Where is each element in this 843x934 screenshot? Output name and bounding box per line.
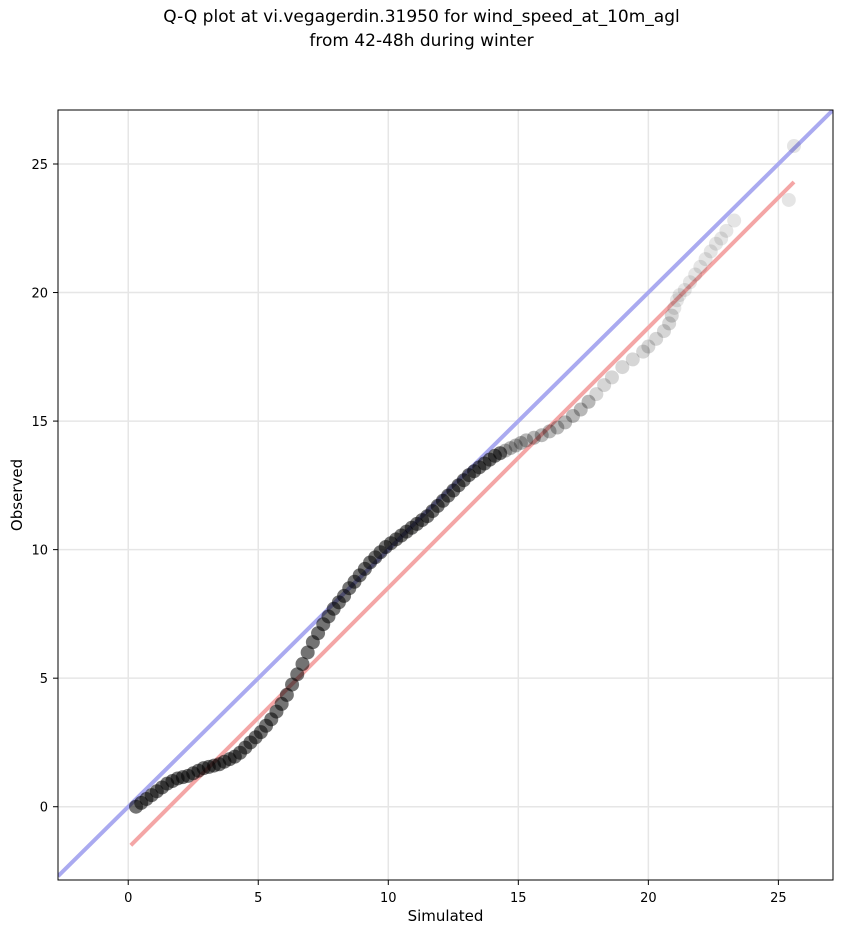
y-tick-label: 5 bbox=[40, 672, 48, 687]
data-point bbox=[636, 344, 651, 359]
y-tick-label: 10 bbox=[31, 544, 48, 559]
data-point bbox=[534, 428, 549, 443]
grid-lines bbox=[58, 110, 833, 880]
data-point bbox=[781, 192, 796, 207]
data-point bbox=[498, 443, 513, 458]
data-point bbox=[604, 370, 619, 385]
data-point bbox=[513, 435, 528, 450]
data-point bbox=[589, 387, 604, 402]
data-point bbox=[682, 275, 697, 290]
data-point bbox=[542, 424, 557, 439]
data-point bbox=[581, 394, 596, 409]
data-point bbox=[493, 446, 508, 461]
data-point bbox=[641, 339, 656, 354]
data-point bbox=[698, 252, 713, 267]
data-point bbox=[519, 433, 534, 448]
fit-line bbox=[129, 180, 796, 847]
data-point bbox=[786, 138, 801, 153]
data-point bbox=[508, 438, 523, 453]
data-point bbox=[693, 259, 708, 274]
y-axis-label: Observed bbox=[8, 459, 26, 531]
data-point bbox=[669, 293, 684, 308]
data-point bbox=[656, 324, 671, 339]
data-point bbox=[719, 223, 734, 238]
data-point bbox=[526, 430, 541, 445]
x-tick-label: 20 bbox=[640, 891, 657, 906]
y-tick-label: 0 bbox=[40, 801, 48, 816]
x-tick-label: 5 bbox=[254, 891, 262, 906]
data-point bbox=[688, 267, 703, 282]
data-point bbox=[677, 282, 692, 297]
data-point bbox=[664, 308, 679, 323]
x-tick-label: 15 bbox=[510, 891, 527, 906]
x-axis-label: Simulated bbox=[408, 907, 484, 925]
data-point bbox=[625, 352, 640, 367]
chart-title-line-2: from 42-48h during winter bbox=[309, 31, 534, 51]
data-point bbox=[615, 360, 630, 375]
plot-frame bbox=[57, 109, 834, 881]
chart-title-line-1: Q-Q plot at vi.vegagerdin.31950 for wind… bbox=[163, 7, 680, 27]
x-tick-label: 25 bbox=[770, 891, 787, 906]
data-point bbox=[672, 288, 687, 303]
x-tick-label: 10 bbox=[380, 891, 397, 906]
data-point bbox=[703, 244, 718, 259]
data-point bbox=[558, 415, 573, 430]
data-point bbox=[667, 300, 682, 315]
data-point bbox=[708, 236, 723, 251]
x-tick-label: 0 bbox=[124, 891, 132, 906]
data-point bbox=[565, 408, 580, 423]
data-point bbox=[662, 316, 677, 331]
y-tick-label: 20 bbox=[31, 287, 48, 302]
y-tick-label: 25 bbox=[31, 158, 48, 173]
data-point bbox=[597, 378, 612, 393]
data-point bbox=[550, 420, 565, 435]
data-point bbox=[295, 657, 310, 672]
data-point bbox=[714, 231, 729, 246]
y-tick-label: 15 bbox=[31, 415, 48, 430]
axis-ticks: 0 5 10 15 20 25 0 5 10 15 20 25 bbox=[31, 158, 786, 906]
data-points bbox=[129, 138, 801, 814]
data-point bbox=[649, 331, 664, 346]
data-point bbox=[503, 441, 518, 456]
data-point bbox=[573, 402, 588, 417]
data-point bbox=[727, 213, 742, 228]
